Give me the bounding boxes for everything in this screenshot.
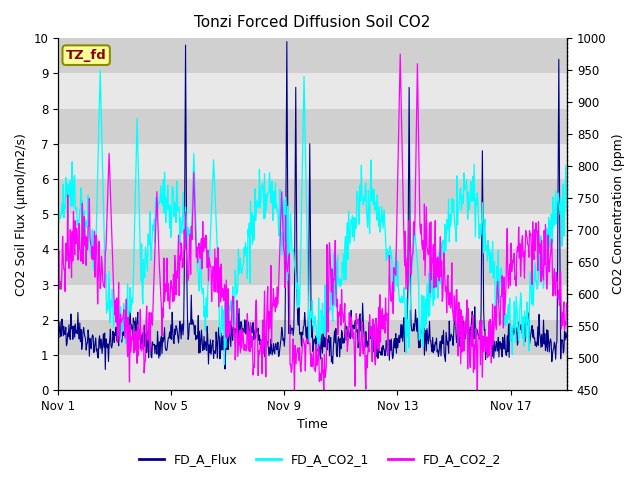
Legend: FD_A_Flux, FD_A_CO2_1, FD_A_CO2_2: FD_A_Flux, FD_A_CO2_1, FD_A_CO2_2: [134, 448, 506, 471]
Bar: [58, 144, 567, 179]
Bar: [58, 73, 567, 108]
Bar: [58, 214, 567, 249]
Bar: [58, 108, 567, 144]
Bar: [58, 285, 567, 320]
Bar: [58, 355, 567, 390]
Y-axis label: CO2 Concentration (ppm): CO2 Concentration (ppm): [612, 134, 625, 294]
Bar: [58, 179, 567, 214]
Bar: [58, 38, 567, 73]
Bar: [58, 320, 567, 355]
Text: TZ_fd: TZ_fd: [66, 48, 106, 61]
Title: Tonzi Forced Diffusion Soil CO2: Tonzi Forced Diffusion Soil CO2: [195, 15, 431, 30]
Bar: [58, 249, 567, 285]
X-axis label: Time: Time: [297, 419, 328, 432]
Y-axis label: CO2 Soil Flux (μmol/m2/s): CO2 Soil Flux (μmol/m2/s): [15, 132, 28, 296]
